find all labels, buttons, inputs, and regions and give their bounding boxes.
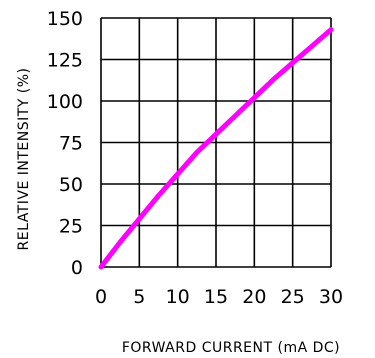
x-tick-label-5: 25 [281, 286, 305, 308]
x-axis-label: FORWARD CURRENT (mA DC) [122, 340, 340, 356]
y-tick-label-3: 75 [59, 133, 83, 155]
x-tick-label-6: 30 [319, 286, 343, 308]
x-tick-labels: 0 5 10 15 20 25 30 [95, 286, 343, 308]
y-tick-label-1: 25 [59, 216, 83, 238]
y-tick-label-5: 125 [47, 50, 83, 72]
x-tick-label-2: 10 [166, 286, 190, 308]
y-tick-labels: 0 25 50 75 100 125 150 [47, 8, 83, 279]
y-tick-label-2: 50 [59, 174, 83, 196]
grid [100, 17, 332, 268]
series-line [98, 27, 334, 270]
x-tick-label-0: 0 [95, 286, 107, 308]
x-tick-label-1: 5 [133, 286, 145, 308]
x-tick-label-4: 20 [242, 286, 266, 308]
y-axis-label: RELATIVE INTENSITY (%) [16, 67, 32, 250]
x-tick-label-3: 15 [204, 286, 228, 308]
y-tick-label-6: 150 [47, 8, 83, 30]
y-tick-label-0: 0 [71, 257, 83, 279]
y-tick-label-4: 100 [47, 91, 83, 113]
